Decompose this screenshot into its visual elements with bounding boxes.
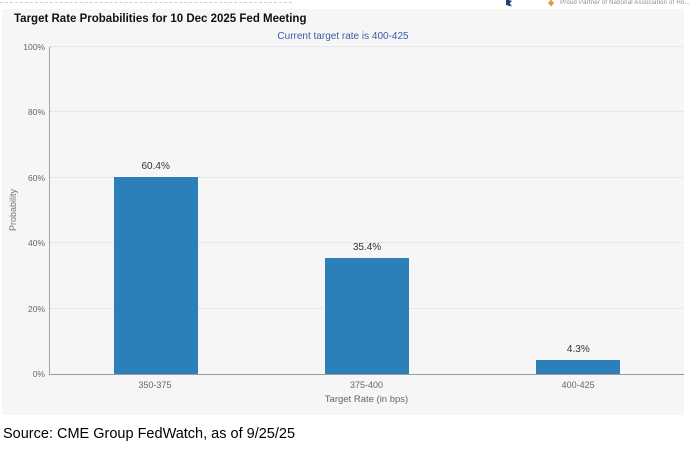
partner-logo-icon	[506, 0, 513, 7]
x-category-label: 350-375	[138, 380, 172, 390]
bar-value-label: 4.3%	[566, 343, 590, 355]
bar-slot-350-375: 60.4%	[50, 47, 261, 374]
y-tick-label: 20%	[27, 303, 45, 314]
y-tick-label: 80%	[27, 107, 45, 118]
partner-strip: Proud Partner of National Association of…	[506, 0, 690, 8]
x-axis-title: Target Rate (in bps)	[324, 394, 409, 405]
x-category-labels: 350-375 375-400 400-425	[49, 380, 684, 390]
plot-area: 0% 20% 40% 60% 80% 100% 60.4% 35.4% 4.3%	[23, 42, 684, 379]
x-category-label: 375-400	[349, 380, 384, 390]
gridline-40	[50, 242, 684, 244]
y-tick-label: 100%	[23, 42, 45, 52]
bar-350-375[interactable]	[113, 176, 198, 374]
association-logo-icon	[548, 0, 555, 7]
y-tick-label: 40%	[27, 238, 45, 249]
bar-value-label: 35.4%	[352, 242, 382, 254]
bars-container: 60.4% 35.4% 4.3%	[50, 47, 684, 374]
chart-title: Target Rate Probabilities for 10 Dec 202…	[14, 13, 307, 25]
chart-card: Target Rate Probabilities for 10 Dec 202…	[2, 9, 684, 415]
y-axis-title: Probability	[8, 188, 18, 232]
clipped-top-strip: Proud Partner of National Association of…	[0, 0, 692, 9]
gridline-100	[50, 46, 684, 47]
gridline-60	[50, 176, 684, 178]
clipped-border-fragment	[0, 2, 292, 3]
bar-slot-375-400: 35.4%	[261, 47, 472, 374]
partner-text: Proud Partner of National Association of…	[560, 0, 690, 6]
source-line: Source: CME Group FedWatch, as of 9/25/2…	[3, 426, 296, 442]
y-tick-label: 60%	[27, 172, 45, 183]
bar-slot-400-425: 4.3%	[473, 47, 684, 374]
x-category-label: 400-425	[561, 380, 595, 390]
bar-400-425[interactable]	[536, 359, 621, 374]
bar-value-label: 60.4%	[141, 160, 170, 172]
chart-subtitle: Current target rate is 400-425	[277, 31, 409, 42]
y-tick-label: 0%	[32, 369, 45, 379]
gridline-80	[50, 111, 684, 113]
bar-375-400[interactable]	[324, 258, 409, 374]
